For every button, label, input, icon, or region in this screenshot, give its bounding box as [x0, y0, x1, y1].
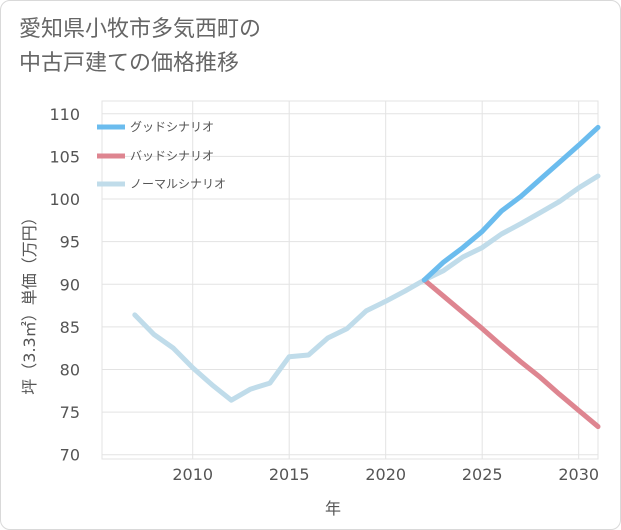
chart-title-line-2: 中古戸建ての価格推移	[19, 51, 240, 76]
grid-lines	[102, 101, 598, 459]
x-tick-label-2015: 2015	[269, 465, 310, 484]
y-tick-label-80: 80	[60, 361, 80, 380]
series-line-good-scenario	[132, 173, 601, 403]
chart-title-line-1: 愛知県小牧市多気西町の	[19, 17, 262, 42]
legend-label-good: グッドシナリオ	[130, 120, 214, 134]
x-tick-label-2030: 2030	[558, 465, 599, 484]
legend: グッドシナリオ バッドシナリオ ノーマルシナリオ	[97, 120, 226, 191]
y-tick-label-75: 75	[60, 403, 80, 422]
y-tick-label-100: 100	[49, 190, 80, 209]
y-tick-label-105: 105	[49, 147, 80, 166]
y-tick-label-70: 70	[60, 446, 80, 465]
y-axis-title: 坪（3.3㎡）単価（万円）	[20, 209, 39, 394]
x-tick-label-2010: 2010	[172, 465, 213, 484]
series-lines	[132, 124, 601, 430]
chart-title: 愛知県小牧市多気西町の 中古戸建ての価格推移	[19, 13, 261, 81]
y-tick-label-90: 90	[60, 275, 80, 294]
tick-labels: 2010 2015 2020 2025 2030 70 75 80 85 90 95 100 105 11…	[49, 105, 599, 484]
x-axis-title: 年	[325, 499, 341, 518]
series-line-normal-scenario	[421, 124, 601, 283]
y-tick-label-85: 85	[60, 318, 80, 337]
y-tick-label-110: 110	[49, 105, 80, 124]
legend-label-normal: ノーマルシナリオ	[130, 177, 226, 191]
plot-area	[101, 100, 599, 460]
x-tick-label-2025: 2025	[462, 465, 503, 484]
y-tick-label-95: 95	[60, 233, 80, 252]
series-line-bad-scenario	[421, 277, 601, 430]
x-tick-label-2020: 2020	[365, 465, 406, 484]
legend-label-bad: バッドシナリオ	[130, 149, 214, 163]
